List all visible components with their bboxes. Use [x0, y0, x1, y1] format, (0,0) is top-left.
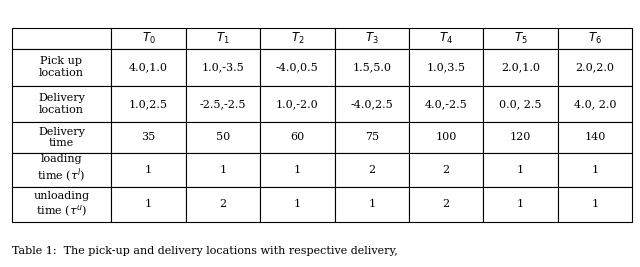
Text: 1: 1	[145, 199, 152, 209]
Text: 140: 140	[584, 132, 606, 142]
Text: Table 1:  The pick-up and delivery locations with respective delivery,: Table 1: The pick-up and delivery locati…	[12, 246, 397, 256]
Text: 60: 60	[290, 132, 305, 142]
Text: $T_5$: $T_5$	[514, 31, 527, 46]
Text: 1: 1	[591, 165, 598, 175]
Text: unloading
time ($\tau^u$): unloading time ($\tau^u$)	[33, 191, 90, 218]
Text: $T_2$: $T_2$	[291, 31, 304, 46]
Text: 1.0,-3.5: 1.0,-3.5	[202, 62, 244, 72]
Text: 1.0,-2.0: 1.0,-2.0	[276, 99, 319, 109]
Text: 1: 1	[220, 165, 227, 175]
Text: 1.0,2.5: 1.0,2.5	[129, 99, 168, 109]
Text: $T_1$: $T_1$	[216, 31, 230, 46]
Text: 1: 1	[517, 199, 524, 209]
Text: 35: 35	[141, 132, 156, 142]
Text: -2.5,-2.5: -2.5,-2.5	[200, 99, 246, 109]
Text: 1: 1	[294, 199, 301, 209]
Text: 2: 2	[443, 199, 450, 209]
Text: $T_6$: $T_6$	[588, 31, 602, 46]
Text: 2: 2	[220, 199, 227, 209]
Text: 4.0,1.0: 4.0,1.0	[129, 62, 168, 72]
Text: 1.0,3.5: 1.0,3.5	[427, 62, 466, 72]
Text: Delivery
time: Delivery time	[38, 127, 84, 148]
Text: 1: 1	[517, 165, 524, 175]
Text: 100: 100	[435, 132, 457, 142]
Text: 0.0, 2.5: 0.0, 2.5	[499, 99, 542, 109]
Text: $T_4$: $T_4$	[439, 31, 453, 46]
Text: 50: 50	[216, 132, 230, 142]
Text: 2: 2	[368, 165, 375, 175]
Text: loading
time ($\tau^l$): loading time ($\tau^l$)	[37, 155, 86, 185]
Text: Pick up
location: Pick up location	[39, 57, 84, 78]
Text: 75: 75	[365, 132, 379, 142]
Text: 2.0,2.0: 2.0,2.0	[575, 62, 614, 72]
Text: 1: 1	[591, 199, 598, 209]
Text: 120: 120	[510, 132, 531, 142]
Text: 1.5,5.0: 1.5,5.0	[352, 62, 391, 72]
Text: 4.0,-2.5: 4.0,-2.5	[425, 99, 468, 109]
Text: -4.0,2.5: -4.0,2.5	[350, 99, 393, 109]
Text: 4.0, 2.0: 4.0, 2.0	[574, 99, 616, 109]
Text: 1: 1	[368, 199, 375, 209]
Text: $T_0$: $T_0$	[141, 31, 156, 46]
Text: 2: 2	[443, 165, 450, 175]
Text: 1: 1	[145, 165, 152, 175]
Text: $T_3$: $T_3$	[365, 31, 379, 46]
Text: Delivery
location: Delivery location	[38, 93, 84, 115]
Text: 1: 1	[294, 165, 301, 175]
Text: 2.0,1.0: 2.0,1.0	[501, 62, 540, 72]
Text: -4.0,0.5: -4.0,0.5	[276, 62, 319, 72]
